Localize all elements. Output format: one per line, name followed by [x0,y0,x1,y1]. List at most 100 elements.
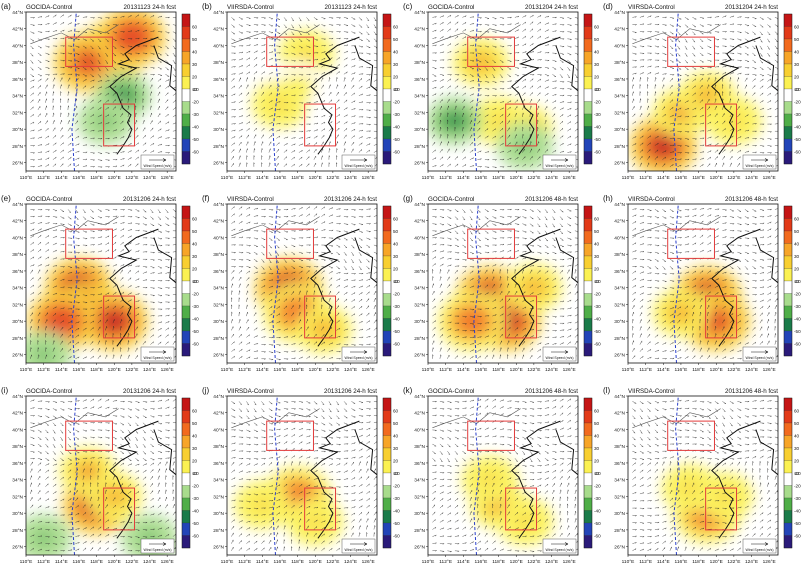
plot-frame [25,203,177,364]
lat-tick-label: 38°N [213,444,224,450]
colorbar-segment [783,26,793,40]
date-forecast-title: 20131206 48-h fcst [725,388,778,395]
lon-tick-label: 118°E [291,559,304,565]
colorbar-tick-label: 40 [594,242,600,247]
colorbar-segment [583,76,593,90]
field-core [117,25,146,50]
panel-e: Wind Speed (m/s) 26°N 28°N 30°N 32°N 34°N 36°N… [1,194,199,373]
lon-tick-label: 118°E [692,175,705,181]
lat-tick-label: 40°N [414,235,425,241]
lat-tick-label: 42°N [12,27,23,33]
coastline [310,420,360,539]
colorbar-tick-label: -10 [393,471,400,476]
colorbar-segment [783,88,793,102]
colorbar-tick-label: 50 [594,421,600,426]
colorbar-tick-label: 40 [393,50,399,55]
lon-tick-label: 122°E [527,367,540,373]
colorbar-tick-label: 50 [192,37,198,42]
lon-tick-label: 116°E [274,559,287,565]
wind-legend-box [341,154,376,170]
colorbar-segment [382,88,392,102]
colorbar-tick-label: 20 [794,267,800,272]
colorbar-segment [783,205,793,219]
colorbar-tick-label: 50 [794,37,800,42]
colorbar-tick-label: 40 [393,434,399,439]
lon-tick-label: 120°E [510,367,523,373]
lat-tick-label: 36°N [12,461,23,467]
lat-tick-label: 40°N [213,43,224,49]
dashed-line [473,12,480,171]
field-core [73,50,102,75]
field-core [97,114,114,127]
plot-content: Wind Speed (m/s) [432,204,578,363]
lat-tick-label: 28°N [614,336,625,342]
dashed-line [673,396,680,555]
panel-label: (f) [202,194,210,203]
colorbar-segment [382,343,392,357]
colorbar-tick-label: 60 [794,25,800,30]
colorbar-tick-label: 40 [594,434,600,439]
lat-tick-label: 38°N [414,252,425,258]
lat-tick-label: 38°N [12,252,23,258]
wind-legend-label: Wind Speed (m/s) [344,164,372,168]
panel-label: (h) [603,194,613,203]
colorbar-tick-label: 60 [393,409,399,414]
colorbar-segment [181,330,191,344]
colorbar-segment [382,510,392,524]
colorbar-tick-label: 20 [393,75,399,80]
colorbar-segment [783,535,793,549]
colorbar-tick-label: -60 [393,342,400,347]
lat-tick-label: 36°N [414,269,425,275]
lon-tick-label: 116°E [274,367,287,373]
colorbar-segment [583,138,593,152]
colorbar-segment [583,410,593,424]
colorbar-tick-label: 30 [594,446,600,451]
colorbar-tick-label: 10 [794,279,800,284]
colorbar-tick-label: 60 [594,217,600,222]
colorbar-segment [382,138,392,152]
colorbar-segment [783,151,793,165]
wind-legend-arrow [350,158,368,162]
lat-tick-label: 30°N [414,127,425,133]
lon-tick-label: 118°E [492,559,505,565]
lon-tick-label: 122°E [125,367,138,373]
colorbar-tick-label: -60 [393,534,400,539]
lon-tick-label: 120°E [309,175,322,181]
colorbar-tick-label: 20 [192,459,198,464]
colorbar-segment [783,447,793,461]
wind-legend-arrow [149,350,167,354]
plot-content: Wind Speed (m/s) [30,12,176,171]
colorbar-frame [181,205,191,357]
korea-coastline [555,429,578,476]
lat-tick-label: 40°N [12,43,23,49]
colorbar-segment [181,88,191,102]
dashed-line [71,396,78,555]
colorbar-tick-label: 60 [393,25,399,30]
colorbar-tick-label: 20 [594,75,600,80]
lat-tick-label: 36°N [213,77,224,83]
panel-label: (l) [603,386,610,395]
lat-tick-label: 30°N [614,319,625,325]
lat-tick-label: 30°N [213,319,224,325]
colorbar-tick-label: -20 [794,100,801,105]
region-box-north [667,228,715,259]
colorbar-tick-label: -30 [192,496,199,501]
colorbar-segment [583,497,593,511]
colorbar-segment [181,318,191,332]
wind-legend-box [742,154,777,170]
colorbar-tick-label: -60 [393,150,400,155]
colorbar-tick-label: -10 [794,279,801,284]
colorbar-tick-label: -50 [794,137,801,142]
lon-tick-label: 112°E [639,559,652,565]
lat-tick-label: 34°N [213,478,224,484]
region-box-south [705,487,738,531]
dashed-line [673,204,680,363]
region-box-south [103,103,136,147]
colorbar-segment [181,13,191,27]
colorbar-segment [181,51,191,65]
wind-vectors [432,398,578,553]
colorbar-tick-label: 30 [393,62,399,67]
date-forecast-title: 20131123 24-h fcst [123,4,176,11]
colorbar-tick-label: 50 [393,229,399,234]
colorbar-segment [382,460,392,474]
